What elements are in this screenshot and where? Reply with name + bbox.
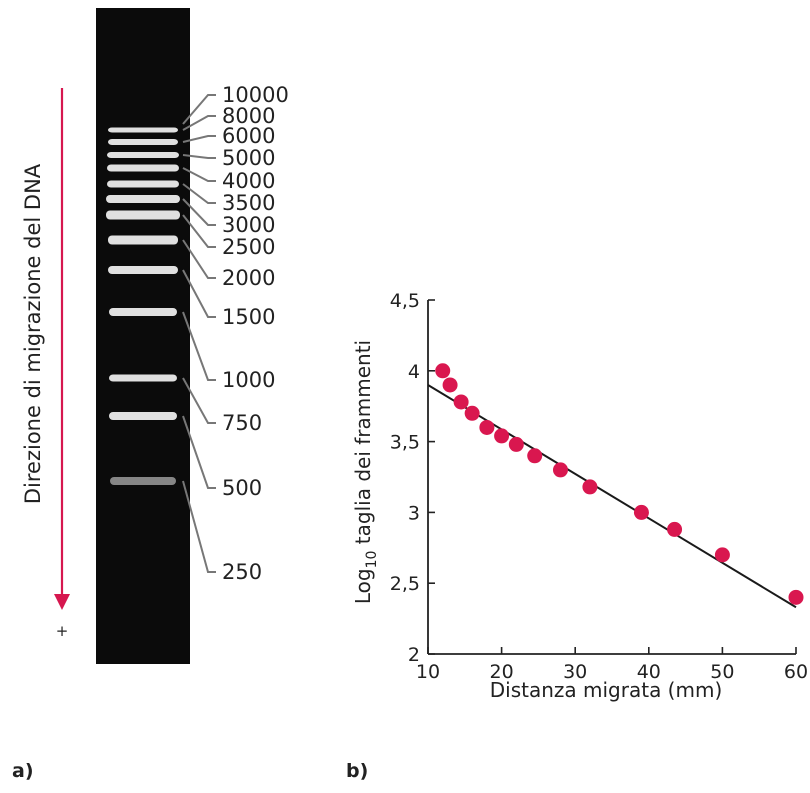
gel-marker-label-2000: 2000 [222, 266, 275, 290]
data-point-9 [552, 462, 568, 478]
x-tick-label-30: 30 [563, 661, 587, 683]
y-tick-label-3.5: 3,5 [390, 432, 420, 454]
gel-leader-4000 [182, 167, 216, 182]
gel-marker-label-250: 250 [222, 560, 262, 584]
gel-band-2000 [108, 235, 178, 245]
scatter-plot-figure: 10 20 30 40 50 60 2 2,5 3 3,5 4 4,5 Distanza migrat… [330, 0, 810, 789]
gel-marker-label-750: 750 [222, 411, 262, 435]
gel-leader-6000 [182, 135, 216, 143]
gel-band-8000 [108, 127, 178, 133]
data-point-14 [788, 589, 804, 605]
gel-marker-label-1500: 1500 [222, 305, 275, 329]
gel-band-1000 [109, 308, 177, 316]
gel-band-250 [110, 477, 176, 485]
gel-marker-label-500: 500 [222, 476, 262, 500]
gel-marker-label-1000: 1000 [222, 368, 275, 392]
gel-marker-leaders [182, 94, 216, 573]
gel-band-4000 [107, 164, 179, 172]
gel-leader-250 [182, 480, 216, 573]
data-point-1 [435, 363, 451, 379]
data-point-5 [479, 419, 495, 435]
positive-pole-label: + [56, 622, 69, 640]
y-axis-label-subscript: 10 [364, 551, 380, 569]
fit-line [427, 384, 797, 609]
gel-marker-label-6000: 6000 [222, 124, 275, 148]
gel-marker-label-5000: 5000 [222, 146, 275, 170]
data-point-4 [464, 405, 480, 421]
plot-axes [427, 300, 796, 655]
gel-leader-8000 [182, 115, 216, 131]
x-axis-label: Distanza migrata (mm) [490, 678, 723, 702]
gel-leader-2500 [182, 214, 216, 248]
data-point-7 [508, 436, 524, 452]
gel-band-3500 [107, 180, 179, 188]
migration-direction-label: Direzione di migrazione del DNA [21, 163, 45, 504]
gel-leader-500 [182, 415, 216, 489]
gel-band-5000 [107, 152, 179, 158]
gel-marker-label-8000: 8000 [222, 104, 275, 128]
gel-leader-2000 [182, 239, 216, 279]
gel-leader-10000 [182, 94, 216, 125]
panel-label-b: b) [346, 760, 369, 782]
gel-leader-1000 [182, 311, 216, 381]
gel-lane [96, 8, 190, 664]
gel-marker-label-3000: 3000 [222, 213, 275, 237]
gel-leader-3000 [182, 198, 216, 226]
y-tick-label-2.5: 2,5 [390, 573, 420, 595]
y-tick-label-4.5: 4,5 [390, 290, 420, 312]
x-tick-label-60: 60 [784, 661, 808, 683]
data-point-13 [714, 547, 730, 563]
data-point-12 [667, 521, 683, 537]
gel-band-500 [109, 412, 177, 420]
migration-arrow-head [54, 594, 70, 610]
plot-points [435, 363, 804, 605]
gel-marker-label-10000: 10000 [222, 83, 289, 107]
x-tick-label-10: 10 [416, 661, 440, 683]
gel-electrophoresis-figure: Direzione di migrazione del DNA + 10000 8… [0, 0, 340, 789]
y-tick-label-2: 2 [408, 644, 420, 666]
gel-leader-5000 [182, 154, 216, 159]
scatter-plot-svg: 10 20 30 40 50 60 2 2,5 3 3,5 4 4,5 Distanza migrat… [351, 290, 808, 702]
y-tick-label-4: 4 [408, 361, 420, 383]
y-axis-label: Log10 taglia dei frammenti [351, 340, 380, 604]
panel-label-a: a) [12, 760, 34, 782]
plot-fit-line-group [427, 384, 797, 609]
gel-band-6000 [108, 139, 178, 145]
data-point-6 [494, 428, 510, 444]
gel-leader-1500 [182, 269, 216, 318]
x-tick-label-20: 20 [490, 661, 514, 683]
y-tick-label-3: 3 [408, 502, 420, 524]
gel-band-2500 [106, 210, 180, 220]
gel-bands [106, 127, 180, 485]
x-tick-label-40: 40 [637, 661, 661, 683]
data-point-2 [442, 377, 458, 393]
y-axis-label-suffix: taglia dei frammenti [351, 340, 375, 551]
data-point-10 [582, 479, 598, 495]
gel-leader-3500 [182, 183, 216, 204]
x-tick-label-50: 50 [710, 661, 734, 683]
gel-svg: Direzione di migrazione del DNA + 100008… [21, 8, 289, 664]
gel-marker-label-4000: 4000 [222, 169, 275, 193]
gel-band-750 [109, 374, 177, 382]
gel-leader-750 [182, 377, 216, 424]
plot-ticks: 10 20 30 40 50 60 2 2,5 3 3,5 4 4,5 [390, 290, 808, 683]
data-point-3 [453, 394, 469, 410]
y-axis-label-prefix: Log [351, 568, 375, 604]
gel-marker-label-2500: 2500 [222, 235, 275, 259]
gel-band-3000 [106, 195, 180, 203]
gel-marker-label-3500: 3500 [222, 191, 275, 215]
data-point-8 [527, 448, 543, 464]
data-point-11 [633, 504, 649, 520]
gel-band-1500 [108, 266, 178, 274]
